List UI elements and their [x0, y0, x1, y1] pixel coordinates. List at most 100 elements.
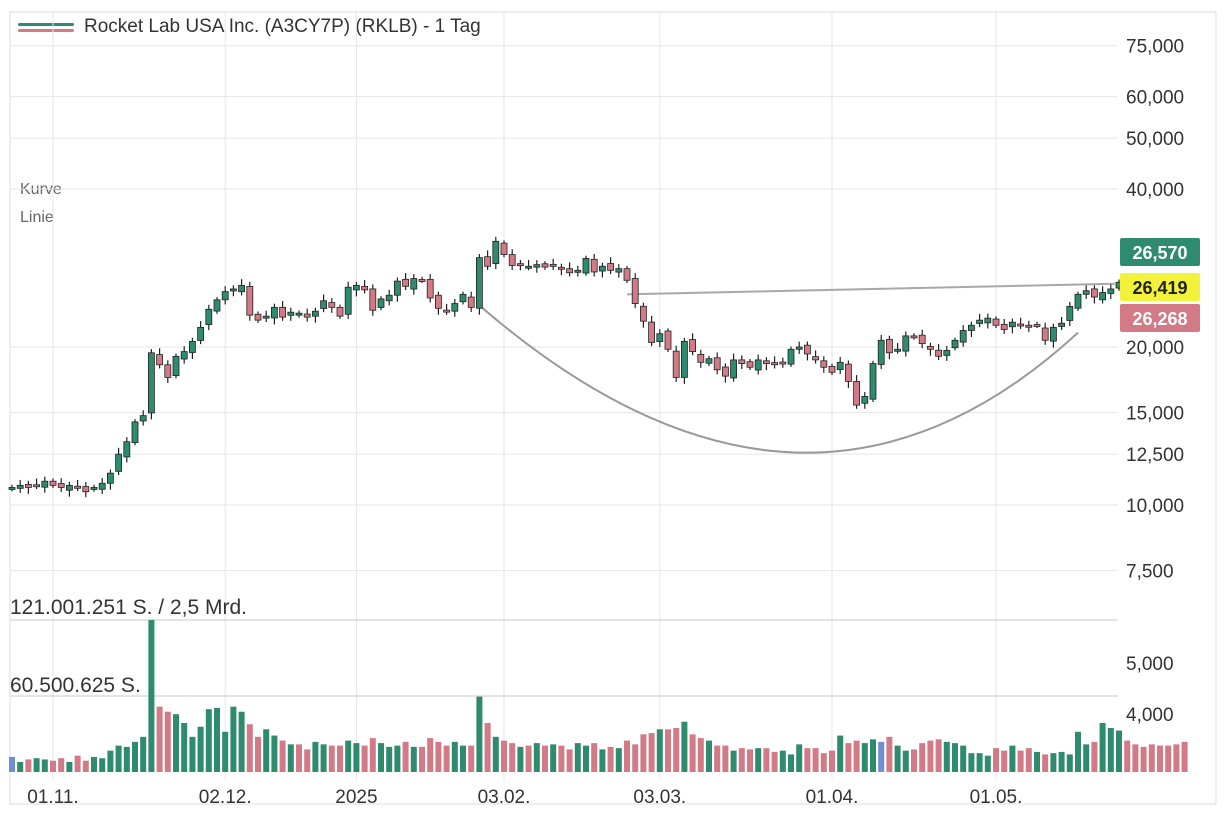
volume-bar[interactable]: [697, 738, 704, 772]
candle[interactable]: [369, 288, 377, 311]
volume-bar[interactable]: [1099, 723, 1106, 772]
candle[interactable]: [475, 257, 483, 309]
volume-bar[interactable]: [66, 761, 73, 772]
volume-bar[interactable]: [1042, 754, 1049, 772]
volume-bar[interactable]: [271, 735, 278, 772]
volume-bar[interactable]: [665, 729, 671, 772]
candle[interactable]: [139, 415, 147, 422]
candle[interactable]: [1041, 327, 1049, 341]
volume-bar[interactable]: [1058, 751, 1065, 772]
volume-bar[interactable]: [353, 743, 360, 772]
candle[interactable]: [303, 313, 311, 318]
candle[interactable]: [156, 354, 164, 366]
candle[interactable]: [984, 317, 992, 324]
candle[interactable]: [836, 361, 844, 370]
volume-bar[interactable]: [902, 750, 909, 772]
candle[interactable]: [746, 361, 754, 368]
volume-bar[interactable]: [230, 706, 237, 772]
candle[interactable]: [869, 363, 877, 400]
volume-bar[interactable]: [296, 744, 302, 772]
volume-bar[interactable]: [99, 758, 106, 772]
candle[interactable]: [902, 335, 910, 352]
volume-bar[interactable]: [1148, 744, 1155, 772]
chart-type-linie[interactable]: Linie: [20, 209, 54, 226]
volume-bar[interactable]: [804, 748, 811, 772]
volume-bar[interactable]: [1050, 753, 1057, 772]
candle[interactable]: [1025, 324, 1033, 328]
volume-bar[interactable]: [214, 707, 220, 772]
chart-legend[interactable]: Rocket Lab USA Inc. (A3CY7P) (RKLB) - 1 …: [18, 16, 481, 38]
candle[interactable]: [434, 294, 442, 309]
candle[interactable]: [402, 278, 410, 287]
candle[interactable]: [894, 348, 901, 352]
candle[interactable]: [640, 305, 647, 322]
candle[interactable]: [607, 263, 614, 271]
candle[interactable]: [582, 258, 590, 274]
candle[interactable]: [558, 266, 565, 270]
candle[interactable]: [664, 330, 672, 350]
candle[interactable]: [1066, 305, 1074, 321]
candle[interactable]: [508, 254, 516, 266]
volume-bar[interactable]: [74, 755, 81, 772]
candle[interactable]: [1017, 323, 1024, 327]
volume-bar[interactable]: [640, 734, 647, 772]
volume-bar[interactable]: [935, 739, 942, 772]
candle[interactable]: [590, 258, 598, 273]
volume-bar[interactable]: [550, 744, 557, 772]
candle[interactable]: [525, 265, 532, 269]
volume-bar[interactable]: [533, 743, 540, 772]
volume-bar[interactable]: [517, 746, 524, 772]
volume-bar[interactable]: [402, 741, 409, 772]
candle[interactable]: [336, 306, 344, 317]
candle[interactable]: [681, 340, 688, 378]
candle[interactable]: [418, 279, 426, 282]
volume-bar[interactable]: [82, 760, 89, 772]
candle[interactable]: [66, 484, 73, 491]
candle[interactable]: [205, 308, 213, 326]
volume-bar[interactable]: [41, 759, 48, 772]
candle[interactable]: [49, 480, 57, 486]
volume-bar[interactable]: [976, 753, 983, 772]
volume-bar[interactable]: [492, 736, 499, 772]
volume-bar[interactable]: [738, 748, 745, 772]
candle[interactable]: [172, 355, 180, 377]
volume-bar[interactable]: [673, 728, 680, 772]
volume-bar[interactable]: [525, 745, 532, 772]
volume-bar[interactable]: [886, 736, 893, 772]
candle[interactable]: [164, 364, 172, 378]
volume-bar[interactable]: [386, 746, 393, 772]
candle[interactable]: [459, 293, 467, 303]
volume-bar[interactable]: [337, 745, 343, 772]
candle[interactable]: [828, 365, 836, 373]
candle[interactable]: [246, 285, 254, 316]
volume-bar[interactable]: [419, 746, 425, 772]
volume-bar[interactable]: [328, 745, 335, 772]
candle[interactable]: [410, 278, 418, 290]
volume-bar[interactable]: [460, 745, 466, 772]
candle[interactable]: [500, 242, 508, 255]
volume-bar[interactable]: [648, 733, 655, 772]
volume-bar[interactable]: [1157, 745, 1163, 772]
volume-bar[interactable]: [583, 745, 589, 772]
volume-bar[interactable]: [779, 750, 786, 772]
volume-bar[interactable]: [1132, 744, 1139, 772]
volume-bar[interactable]: [107, 750, 114, 772]
candle[interactable]: [295, 312, 303, 316]
volume-bar[interactable]: [378, 743, 384, 772]
volume-bar[interactable]: [91, 756, 97, 772]
volume-bar[interactable]: [246, 724, 253, 772]
volume-bar[interactable]: [197, 726, 204, 772]
candle[interactable]: [976, 319, 983, 324]
candle[interactable]: [615, 268, 623, 273]
candle[interactable]: [927, 345, 934, 350]
volume-bar[interactable]: [164, 711, 171, 772]
candle[interactable]: [213, 299, 221, 312]
volume-bar[interactable]: [607, 746, 614, 772]
candle[interactable]: [443, 309, 451, 313]
candle[interactable]: [1107, 288, 1115, 294]
volume-bar[interactable]: [1116, 730, 1122, 772]
volume-bar[interactable]: [263, 729, 270, 772]
candle[interactable]: [451, 303, 459, 312]
volume-bar[interactable]: [837, 735, 844, 772]
volume-bar[interactable]: [156, 706, 163, 772]
